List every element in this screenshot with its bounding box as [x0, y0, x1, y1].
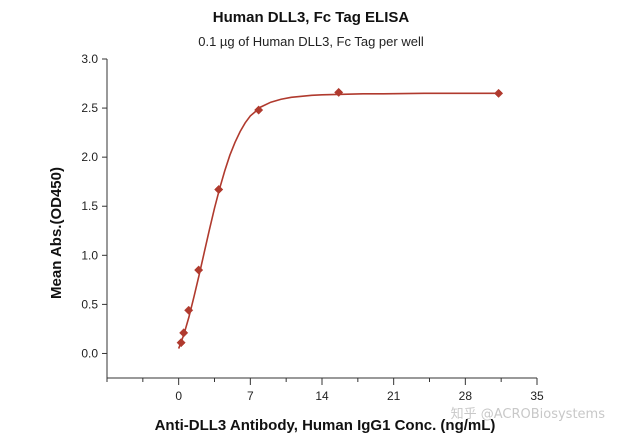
data-points — [176, 87, 504, 348]
y-tick-label: 1.5 — [81, 199, 98, 213]
y-tick-label: 1.0 — [81, 248, 98, 262]
data-point — [334, 87, 344, 97]
chart-title: Human DLL3, Fc Tag ELISA — [213, 9, 410, 26]
axes — [106, 59, 537, 379]
x-tick-label: 28 — [459, 389, 473, 403]
y-tick-label: 0.0 — [81, 346, 98, 360]
chart-subtitle: 0.1 µg of Human DLL3, Fc Tag per well — [198, 34, 424, 49]
data-point — [179, 328, 189, 338]
data-point — [184, 305, 194, 315]
y-tick-label: 0.5 — [81, 297, 98, 311]
y-tick-label: 3.0 — [81, 52, 98, 66]
y-tick-label: 2.0 — [81, 150, 98, 164]
y-ticks: 0.0 0.5 1.0 1.5 2.0 2.5 3.0 — [81, 52, 107, 360]
x-tick-label: 21 — [387, 389, 401, 403]
x-tick-label: 14 — [315, 389, 329, 403]
y-tick-label: 2.5 — [81, 101, 98, 115]
y-axis-label: Mean Abs.(OD450) — [48, 167, 65, 299]
data-point — [494, 88, 504, 98]
fit-curve — [177, 92, 499, 349]
x-axis-label: Anti-DLL3 Antibody, Human IgG1 Conc. (ng… — [155, 417, 496, 434]
data-point — [194, 265, 204, 275]
x-tick-label: 0 — [175, 389, 182, 403]
data-point — [214, 184, 224, 195]
watermark: 知乎 @ACROBiosystems — [451, 406, 606, 422]
x-ticks: 0 7 14 21 28 35 — [106, 378, 544, 403]
data-point — [176, 338, 186, 348]
data-point — [254, 105, 264, 115]
x-tick-label: 7 — [247, 389, 254, 403]
x-tick-label: 35 — [530, 389, 544, 403]
